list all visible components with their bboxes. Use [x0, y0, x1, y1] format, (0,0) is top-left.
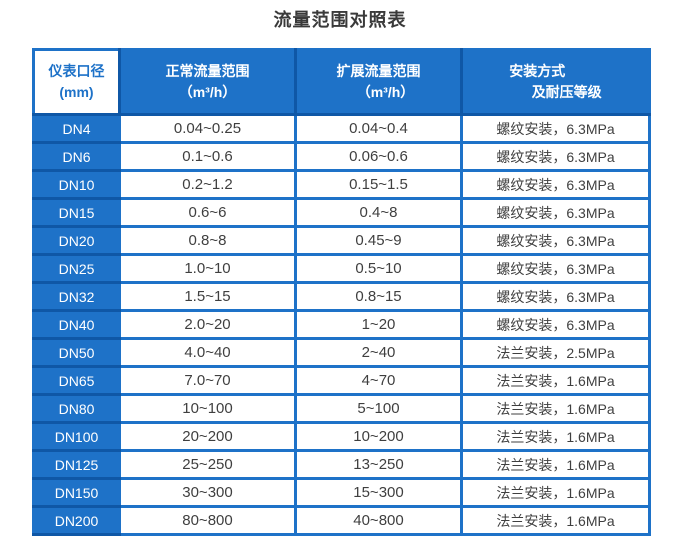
- header-line-1: 仪表口径: [48, 63, 105, 79]
- table-row: DN65 7.0~70 4~70 法兰安装，1.6MPa: [32, 365, 651, 396]
- extended-flow-range-cell: 0.5~10: [294, 253, 463, 284]
- col-header-extended-flow-range: 扩展流量范围 （m³/h）: [294, 48, 463, 116]
- table-row: DN4 0.04~0.25 0.04~0.4 螺纹安装，6.3MPa: [32, 113, 651, 144]
- row-diameter-label: DN25: [32, 253, 121, 284]
- row-diameter-label: DN32: [32, 281, 121, 312]
- normal-flow-range-cell: 10~100: [118, 393, 297, 424]
- installation-pressure-cell: 螺纹安装，6.3MPa: [460, 141, 651, 172]
- header-row: 仪表口径 (mm) 正常流量范围 （m³/h） 扩展流量范围 （m³/h） 安装…: [32, 48, 651, 116]
- normal-flow-range-cell: 7.0~70: [118, 365, 297, 396]
- extended-flow-range-cell: 10~200: [294, 421, 463, 452]
- table-row: DN25 1.0~10 0.5~10 螺纹安装，6.3MPa: [32, 253, 651, 284]
- installation-pressure-cell: 螺纹安装，6.3MPa: [460, 309, 651, 340]
- normal-flow-range-cell: 0.1~0.6: [118, 141, 297, 172]
- extended-flow-range-cell: 13~250: [294, 449, 463, 480]
- table-row: DN10 0.2~1.2 0.15~1.5 螺纹安装，6.3MPa: [32, 169, 651, 200]
- header-line-2: 及耐压等级: [531, 84, 602, 100]
- installation-pressure-cell: 螺纹安装，6.3MPa: [460, 253, 651, 284]
- extended-flow-range-cell: 0.8~15: [294, 281, 463, 312]
- table-row: DN100 20~200 10~200 法兰安装，1.6MPa: [32, 421, 651, 452]
- installation-pressure-cell: 法兰安装，2.5MPa: [460, 337, 651, 368]
- header-line-1: 扩展流量范围: [336, 63, 421, 79]
- header-line-2: (mm): [59, 84, 94, 100]
- row-diameter-label: DN125: [32, 449, 121, 480]
- normal-flow-range-cell: 0.04~0.25: [118, 113, 297, 144]
- installation-pressure-cell: 法兰安装，1.6MPa: [460, 505, 651, 536]
- row-diameter-label: DN10: [32, 169, 121, 200]
- extended-flow-range-cell: 0.06~0.6: [294, 141, 463, 172]
- installation-pressure-cell: 螺纹安装，6.3MPa: [460, 113, 651, 144]
- installation-pressure-cell: 螺纹安装，6.3MPa: [460, 225, 651, 256]
- normal-flow-range-cell: 0.2~1.2: [118, 169, 297, 200]
- row-diameter-label: DN150: [32, 477, 121, 508]
- normal-flow-range-cell: 1.0~10: [118, 253, 297, 284]
- installation-pressure-cell: 螺纹安装，6.3MPa: [460, 197, 651, 228]
- row-diameter-label: DN40: [32, 309, 121, 340]
- extended-flow-range-cell: 0.45~9: [294, 225, 463, 256]
- row-diameter-label: DN50: [32, 337, 121, 368]
- header-line-2: （m³/h）: [356, 84, 415, 100]
- header-line-1: 正常流量范围: [165, 63, 250, 79]
- header-line-2: （m³/h）: [178, 84, 237, 100]
- table-row: DN80 10~100 5~100 法兰安装，1.6MPa: [32, 393, 651, 424]
- col-header-meter-diameter: 仪表口径 (mm): [32, 48, 121, 116]
- table-row: DN50 4.0~40 2~40 法兰安装，2.5MPa: [32, 337, 651, 368]
- extended-flow-range-cell: 15~300: [294, 477, 463, 508]
- flow-range-table: 仪表口径 (mm) 正常流量范围 （m³/h） 扩展流量范围 （m³/h） 安装…: [32, 48, 651, 536]
- row-diameter-label: DN15: [32, 197, 121, 228]
- extended-flow-range-cell: 2~40: [294, 337, 463, 368]
- installation-pressure-cell: 法兰安装，1.6MPa: [460, 477, 651, 508]
- table-body: DN4 0.04~0.25 0.04~0.4 螺纹安装，6.3MPa DN6 0…: [32, 113, 651, 536]
- row-diameter-label: DN100: [32, 421, 121, 452]
- extended-flow-range-cell: 0.04~0.4: [294, 113, 463, 144]
- table-row: DN200 80~800 40~800 法兰安装，1.6MPa: [32, 505, 651, 536]
- table-row: DN6 0.1~0.6 0.06~0.6 螺纹安装，6.3MPa: [32, 141, 651, 172]
- normal-flow-range-cell: 2.0~20: [118, 309, 297, 340]
- row-diameter-label: DN4: [32, 113, 121, 144]
- installation-pressure-cell: 法兰安装，1.6MPa: [460, 449, 651, 480]
- row-diameter-label: DN6: [32, 141, 121, 172]
- extended-flow-range-cell: 5~100: [294, 393, 463, 424]
- installation-pressure-cell: 螺纹安装，6.3MPa: [460, 281, 651, 312]
- normal-flow-range-cell: 80~800: [118, 505, 297, 536]
- normal-flow-range-cell: 25~250: [118, 449, 297, 480]
- row-diameter-label: DN200: [32, 505, 121, 536]
- page-title: 流量范围对照表: [273, 10, 407, 30]
- installation-pressure-cell: 法兰安装，1.6MPa: [460, 365, 651, 396]
- row-diameter-label: DN20: [32, 225, 121, 256]
- normal-flow-range-cell: 20~200: [118, 421, 297, 452]
- table-row: DN150 30~300 15~300 法兰安装，1.6MPa: [32, 477, 651, 508]
- installation-pressure-cell: 法兰安装，1.6MPa: [460, 393, 651, 424]
- normal-flow-range-cell: 30~300: [118, 477, 297, 508]
- normal-flow-range-cell: 0.8~8: [118, 225, 297, 256]
- extended-flow-range-cell: 40~800: [294, 505, 463, 536]
- extended-flow-range-cell: 1~20: [294, 309, 463, 340]
- table-row: DN40 2.0~20 1~20 螺纹安装，6.3MPa: [32, 309, 651, 340]
- row-diameter-label: DN65: [32, 365, 121, 396]
- extended-flow-range-cell: 0.4~8: [294, 197, 463, 228]
- extended-flow-range-cell: 0.15~1.5: [294, 169, 463, 200]
- table-row: DN15 0.6~6 0.4~8 螺纹安装，6.3MPa: [32, 197, 651, 228]
- row-diameter-label: DN80: [32, 393, 121, 424]
- extended-flow-range-cell: 4~70: [294, 365, 463, 396]
- normal-flow-range-cell: 0.6~6: [118, 197, 297, 228]
- normal-flow-range-cell: 4.0~40: [118, 337, 297, 368]
- col-header-installation-pressure: 安装方式 及耐压等级: [460, 48, 651, 116]
- installation-pressure-cell: 螺纹安装，6.3MPa: [460, 169, 651, 200]
- header-line-1: 安装方式: [509, 63, 566, 79]
- table-row: DN125 25~250 13~250 法兰安装，1.6MPa: [32, 449, 651, 480]
- col-header-normal-flow-range: 正常流量范围 （m³/h）: [118, 48, 297, 116]
- table-row: DN32 1.5~15 0.8~15 螺纹安装，6.3MPa: [32, 281, 651, 312]
- installation-pressure-cell: 法兰安装，1.6MPa: [460, 421, 651, 452]
- header-two-line-block: 安装方式 及耐压等级: [509, 61, 601, 103]
- table-row: DN20 0.8~8 0.45~9 螺纹安装，6.3MPa: [32, 225, 651, 256]
- normal-flow-range-cell: 1.5~15: [118, 281, 297, 312]
